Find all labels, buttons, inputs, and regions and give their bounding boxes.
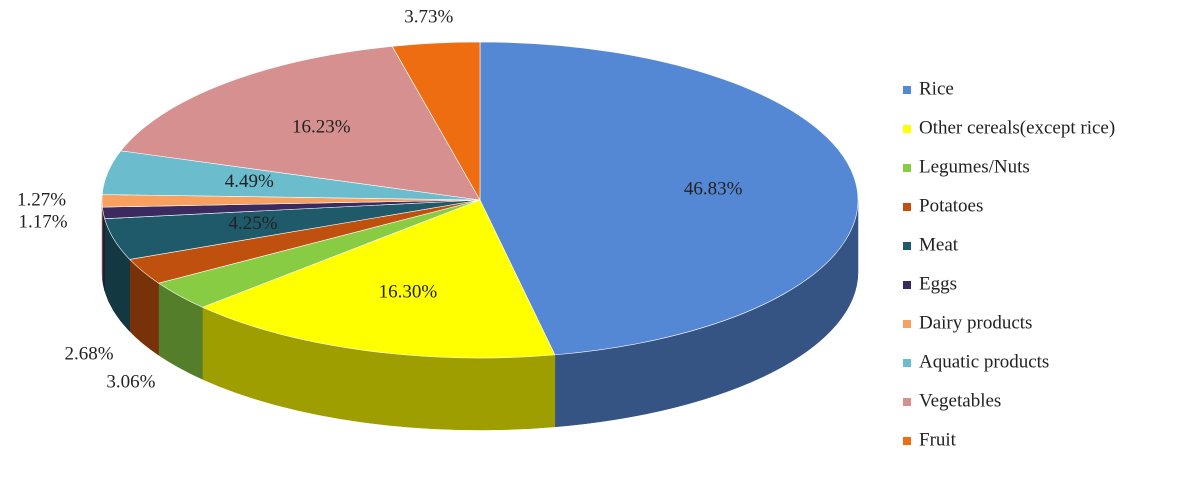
- legend-label: Meat: [919, 234, 959, 255]
- slice: [120, 46, 481, 201]
- value-label: 4.25%: [229, 213, 278, 234]
- slice: [479, 41, 859, 356]
- legend-marker: [903, 164, 911, 172]
- value-label: 16.23%: [292, 116, 351, 137]
- legend-label: Other cereals(except rice): [919, 117, 1115, 138]
- pie-tops: [101, 41, 859, 359]
- legend-marker: [903, 86, 911, 94]
- legend-marker: [903, 242, 911, 250]
- legend-marker: [903, 398, 911, 406]
- legend-marker: [903, 203, 911, 211]
- value-label: 3.73%: [404, 6, 453, 27]
- legend-label: Dairy products: [919, 312, 1032, 333]
- value-label: 16.30%: [379, 282, 438, 303]
- value-label: 1.17%: [18, 211, 67, 232]
- value-label: 4.49%: [225, 171, 274, 192]
- legend-marker: [903, 125, 911, 133]
- legend-marker: [903, 437, 911, 445]
- legend-label: Fruit: [919, 429, 957, 450]
- legend-label: Legumes/Nuts: [919, 156, 1030, 177]
- legend-marker: [903, 320, 911, 328]
- legend-marker: [903, 281, 911, 289]
- legend-marker: [903, 359, 911, 367]
- legend-label: Potatoes: [919, 195, 983, 216]
- legend-label: Aquatic products: [919, 351, 1049, 372]
- pie-sides: [101, 199, 859, 431]
- slice: [201, 199, 556, 359]
- legend-label: Rice: [919, 78, 954, 99]
- value-label: 3.06%: [106, 371, 155, 392]
- slice-side: [102, 207, 105, 291]
- legend: Rice Other cereals(except rice) Legumes/Nu…: [903, 78, 1115, 450]
- value-label: 1.27%: [17, 189, 66, 210]
- value-labels: 46.83% 16.30% 4.25% 4.49% 16.23% 3.06% 2.68% 1.…: [17, 6, 743, 392]
- value-label: 2.68%: [64, 343, 113, 364]
- legend-label: Vegetables: [919, 390, 1001, 411]
- legend-label: Eggs: [919, 273, 957, 294]
- slice: [391, 41, 481, 202]
- value-label: 46.83%: [684, 179, 743, 200]
